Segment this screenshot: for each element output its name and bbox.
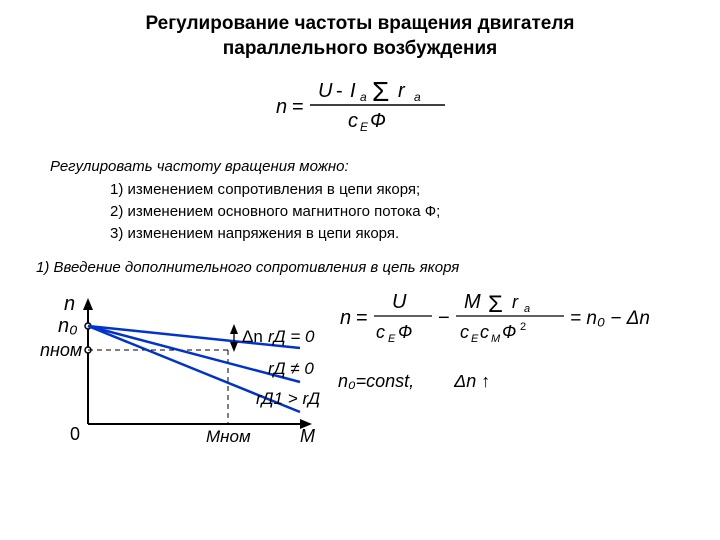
svg-text:M: M [491,333,501,345]
svg-text:c: c [460,322,469,342]
svg-text:n: n [340,307,351,329]
delta-n-up-label: Δn ↑ [454,371,490,392]
svg-text:n: n [276,96,287,118]
axis-zero-label: 0 [70,424,80,444]
svg-text:-: - [336,80,343,102]
svg-text:M: M [464,291,481,313]
list-item: 2) изменением основного магнитного поток… [110,201,690,223]
svg-text:Σ: Σ [488,291,503,318]
axis-m-label: М [300,426,315,444]
svg-text:E: E [388,333,396,345]
svg-text:Σ: Σ [372,76,389,107]
svg-text:Ф: Ф [502,322,516,342]
conclusion-row: n₀=const, Δn ↑ [338,371,690,392]
svg-text:Ф: Ф [398,322,412,342]
n0-const-label: n₀=const, [338,371,414,392]
svg-text:a: a [414,90,421,104]
title-line-2: параллельного возбуждения [223,38,497,59]
svg-text:= n₀ − Δn: = n₀ − Δn [570,308,650,329]
svg-text:r: r [512,292,519,312]
rd-gt-label: rД1 > rД [256,389,320,408]
svg-text:c: c [480,322,489,342]
page-title: Регулирование частоты вращения двигателя… [30,12,690,61]
rd-nonzero-label: rД ≠ 0 [268,359,314,378]
formula-secondary: n = U c E Ф − M Σ r a c E [338,284,690,353]
characteristic-graph: n n₀ nном 0 Δn rД = 0 [30,284,330,449]
subheading-1: 1) Введение дополнительного сопротивлени… [36,259,690,276]
svg-text:c: c [348,110,358,132]
svg-text:U: U [392,291,407,313]
svg-text:Ф: Ф [370,110,386,132]
axis-n0-label: n₀ [58,315,78,337]
svg-text:I: I [350,80,356,102]
svg-text:a: a [524,303,530,315]
svg-text:−: − [438,307,450,329]
list-item: 3) изменением напряжения в цепи якоря. [110,223,690,245]
list-item: 1) изменением сопротивления в цепи якоря… [110,179,690,201]
axis-nnom-label: nном [40,340,82,360]
svg-text:a: a [360,90,367,104]
svg-text:E: E [471,333,479,345]
svg-text:c: c [376,322,385,342]
title-line-1: Регулирование частоты вращения двигателя [145,13,574,34]
svg-text:U: U [318,80,333,102]
delta-n-label: Δn [242,327,263,346]
intro-text: Регулировать частоту вращения можно: [50,158,690,175]
formula-main: n = U - I a Σ r a c E Ф [30,71,690,144]
svg-text:E: E [360,120,369,134]
svg-text:2: 2 [520,321,526,333]
axis-n-label: n [64,293,75,315]
svg-text:=: = [292,96,304,118]
svg-text:=: = [356,307,368,329]
axis-mnom-label: Мном [206,427,251,444]
svg-text:r: r [398,80,406,102]
rd-zero-label: rД = 0 [268,327,315,346]
